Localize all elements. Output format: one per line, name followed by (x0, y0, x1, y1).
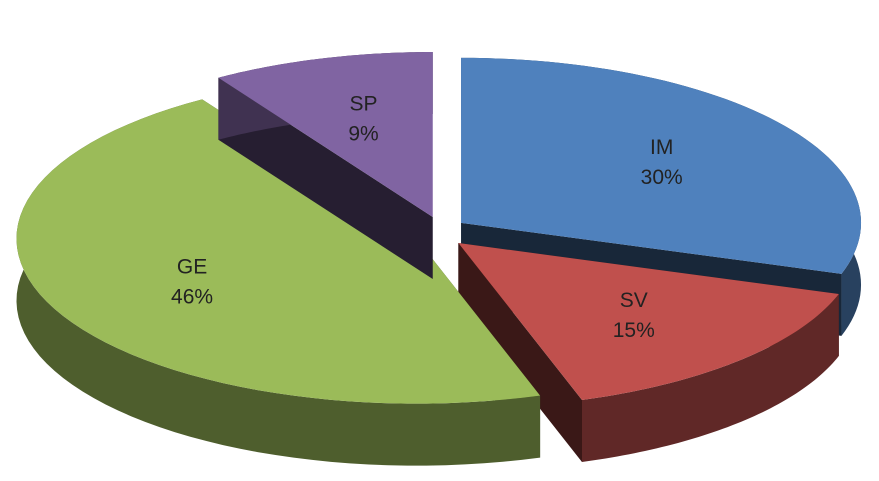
slice-radial-wall (218, 77, 433, 280)
slice-label: SV (620, 289, 648, 312)
slice-label: SP (350, 92, 378, 115)
slice-top (218, 52, 433, 218)
slice-value-label: 46% (171, 286, 213, 309)
slice-value-label: 9% (348, 122, 378, 145)
slice-top (16, 99, 541, 404)
slice-outer-wall (16, 99, 541, 466)
slice-outer-wall (581, 294, 839, 462)
slice-label: IM (650, 136, 673, 159)
pie-slice (458, 243, 839, 462)
slice-value-label: 15% (613, 319, 655, 342)
slice-value-label: 30% (641, 166, 683, 189)
slice-label: GE (177, 256, 207, 279)
slice-top (458, 243, 839, 400)
pie-slice (218, 52, 433, 280)
slice-top (461, 57, 862, 274)
slice-radial-wall (458, 243, 582, 462)
